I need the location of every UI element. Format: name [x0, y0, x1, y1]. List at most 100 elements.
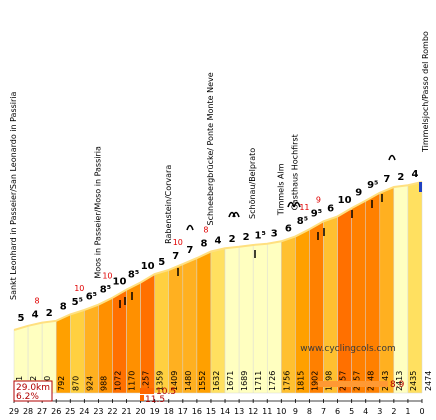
altitude-label: 1170 [128, 371, 137, 391]
profile-segment [351, 200, 366, 394]
profile-segment [393, 184, 409, 394]
altitude-label: 1359 [156, 371, 165, 391]
profile-segment [281, 236, 296, 394]
altitude-label: 1409 [170, 371, 179, 391]
km-tick-label: 12 [248, 407, 258, 416]
place-label: Sankt Leonhard in Passeier/San Leonardo … [9, 91, 18, 300]
place-label: Rabenstein/Corvara [164, 165, 173, 244]
grade-label: 10 [141, 261, 155, 272]
place-label: Moos in Passeier/Moso in Passiria [93, 146, 102, 279]
grade-label: 10 [113, 277, 127, 288]
legend-bar-label: 10.5 [156, 387, 176, 397]
altitude-label: 2057 [339, 371, 348, 391]
grade-label: 5 [18, 313, 25, 324]
grade-label: 9 [355, 188, 362, 199]
summit-marker [419, 182, 422, 192]
profile-segment [365, 192, 381, 394]
km-tick-label: 19 [150, 407, 160, 416]
place-label: Timmels Alm [276, 163, 285, 216]
profile-segment [323, 216, 338, 394]
max-grade-label: 10 [74, 284, 84, 293]
legend-bar [140, 388, 154, 394]
grade-label: 8 [200, 239, 207, 250]
altitude-label: 1671 [226, 371, 235, 391]
km-tick-label: 24 [79, 407, 89, 416]
profile-segment [407, 181, 423, 394]
grade-label: 9⁵ [311, 208, 322, 219]
legend-bar-label: 8.9 [390, 380, 405, 390]
km-tick-label: 15 [206, 407, 216, 416]
altitude-label: 1815 [296, 371, 305, 391]
grade-label: 8 [60, 301, 67, 312]
altitude-label: 924 [85, 376, 94, 391]
legend-bar [318, 381, 388, 387]
hairpin-icon [186, 224, 194, 231]
km-tick-label: 14 [220, 407, 230, 416]
altitude-label: 2343 [381, 371, 390, 391]
summary-box [13, 380, 53, 402]
max-grade-label: 10 [173, 238, 183, 247]
altitude-label: 1902 [310, 371, 319, 391]
hairpin-icon [293, 201, 301, 208]
km-tick-label: 29 [9, 407, 19, 416]
grade-label: 8⁵ [100, 285, 111, 296]
place-label: Gasthaus Hochfirst [290, 134, 299, 210]
max-grade-label: 10 [102, 272, 112, 281]
grade-label: 6 [327, 203, 334, 214]
place-label: Timmelsjoch/Passo del Rombo [421, 31, 430, 153]
profile-line [13, 181, 423, 331]
profile-outline [13, 181, 423, 331]
grade-label: 4 [215, 235, 222, 246]
altitude-label: 792 [57, 376, 66, 391]
km-tick-label: 8 [307, 407, 312, 416]
grade-label: 2 [229, 234, 236, 245]
km-tick-label: 18 [164, 407, 174, 416]
altitude-label: 2435 [409, 371, 418, 391]
altitude-label: 2157 [353, 371, 362, 391]
grade-label: 8⁵ [297, 216, 308, 227]
altitude-label: 988 [99, 376, 108, 391]
km-tick-label: 21 [121, 407, 131, 416]
hairpin-icon [287, 201, 295, 208]
max-grade-label: 9 [316, 195, 321, 204]
km-tick-label: 25 [65, 407, 75, 416]
hairpin-icon [228, 211, 236, 218]
profile-segment [252, 243, 268, 394]
km-tick-label: 5 [349, 407, 354, 416]
km-tick-label: 3 [377, 407, 382, 416]
grade-label: 8⁵ [128, 269, 139, 280]
km-tick-label: 16 [192, 407, 202, 416]
km-tick-label: 26 [51, 407, 61, 416]
altitude-label: 2248 [367, 371, 376, 391]
altitude-label: 1257 [142, 371, 151, 391]
grade-label: 6 [285, 223, 292, 234]
grade-label: 5⁵ [72, 297, 83, 308]
profile-segment [309, 220, 324, 394]
grade-label: 10 [338, 195, 352, 206]
grade-label: 7 [383, 174, 390, 185]
km-tick-label: 2 [391, 407, 396, 416]
place-label: Schneebergbrücke/ Ponte Monte Neve [206, 72, 215, 225]
altitude-label: 1552 [198, 371, 207, 391]
profile-bars [13, 181, 423, 394]
km-tick-label: 13 [234, 407, 244, 416]
km-tick-label: 20 [136, 407, 146, 416]
legend-bar [140, 395, 144, 401]
place-labels: Sankt Leonhard in Passeier/San Leonardo … [9, 31, 430, 300]
km-tick-label: 11 [262, 407, 272, 416]
profile-segment [295, 228, 310, 394]
grade-label: 3 [271, 228, 278, 239]
altitude-label: 1480 [184, 371, 193, 391]
km-tick-label: 7 [321, 407, 326, 416]
hairpin-icons [119, 154, 396, 308]
altitude-label: 2413 [395, 371, 404, 391]
profile-segment [266, 240, 282, 394]
altitude-label: 2474 [424, 371, 433, 391]
altitude-label: 1632 [212, 371, 221, 391]
average-grade: 6.2% [16, 392, 39, 402]
km-axis: 29 28 27 26 25 24 23 22 21 20 19 18 17 16 15 14 13 12 11 10… [9, 399, 425, 416]
max-grade-label: 8 [35, 297, 40, 306]
grade-label: 7 [186, 245, 193, 256]
